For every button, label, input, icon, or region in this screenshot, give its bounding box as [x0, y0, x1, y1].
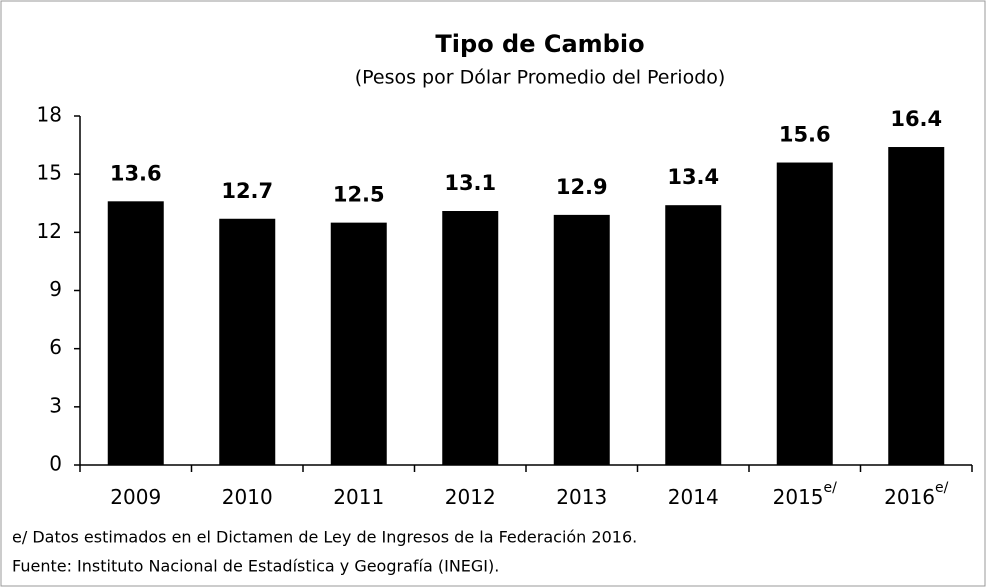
y-tick-label: 9: [49, 277, 62, 301]
x-tick-label: 2016e/: [884, 480, 949, 509]
x-tick-text: 2013: [556, 485, 607, 509]
value-label: 12.7: [221, 179, 273, 203]
bar: [888, 147, 945, 465]
bar: [219, 218, 276, 465]
x-tick-label: 2015e/: [773, 480, 838, 509]
x-tick-label: 2012: [445, 485, 496, 509]
y-tick-label: 0: [49, 452, 62, 476]
x-tick-label: 2010: [222, 485, 273, 509]
x-tick-text: 2016: [884, 485, 935, 509]
bar: [553, 214, 610, 465]
value-label: 15.6: [779, 123, 831, 147]
chart-title: Tipo de Cambio: [435, 30, 644, 58]
x-tick-label: 2011: [333, 485, 384, 509]
footnote: Fuente: Instituto Nacional de Estadístic…: [12, 557, 499, 576]
bar: [665, 205, 722, 465]
x-tick-text: 2011: [333, 485, 384, 509]
bar: [776, 162, 833, 466]
x-tick-label: 2009: [110, 485, 161, 509]
bar: [330, 222, 387, 465]
value-label: 13.4: [667, 165, 719, 189]
bar: [442, 211, 499, 465]
y-tick-label: 18: [37, 103, 62, 127]
y-tick-label: 12: [37, 219, 62, 243]
value-label: 12.9: [556, 175, 608, 199]
y-tick-label: 6: [49, 335, 62, 359]
x-tick-label: 2014: [668, 485, 719, 509]
x-tick-label: 2013: [556, 485, 607, 509]
estimate-marker: e/: [824, 480, 838, 496]
footnote: e/ Datos estimados en el Dictamen de Ley…: [12, 528, 637, 547]
chart-subtitle: (Pesos por Dólar Promedio del Periodo): [355, 67, 726, 89]
estimate-marker: e/: [935, 480, 949, 496]
bar: [107, 201, 164, 466]
value-label: 12.5: [333, 183, 385, 207]
x-tick-text: 2012: [445, 485, 496, 509]
value-label: 16.4: [890, 107, 942, 131]
x-tick-text: 2009: [110, 485, 161, 509]
y-tick-label: 3: [49, 393, 62, 417]
x-tick-text: 2015: [773, 485, 824, 509]
y-tick-label: 15: [37, 161, 62, 185]
x-tick-text: 2010: [222, 485, 273, 509]
value-label: 13.6: [110, 161, 162, 185]
x-tick-text: 2014: [668, 485, 719, 509]
value-label: 13.1: [444, 171, 496, 195]
